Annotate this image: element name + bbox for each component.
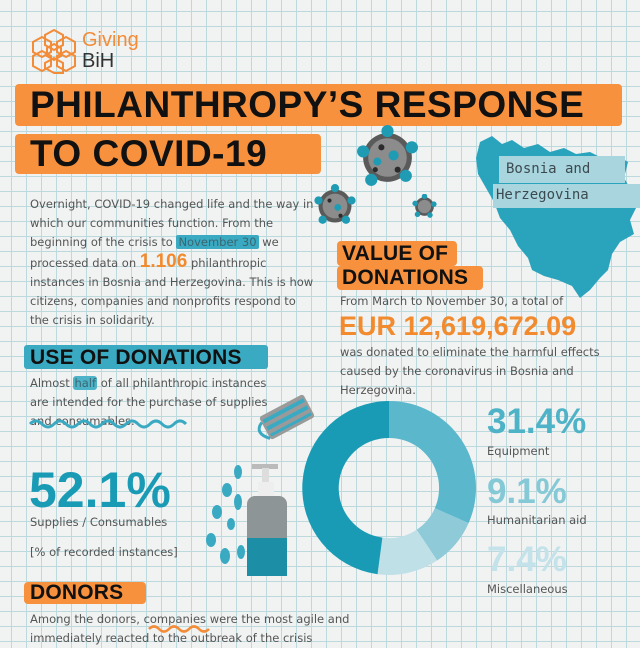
face-mask-icon: [257, 394, 315, 440]
donut-segment-equipment: [389, 401, 476, 524]
map-label-line1: Bosnia and: [506, 161, 591, 177]
donation-amount: EUR 12,619,672.09: [339, 311, 577, 341]
intro-paragraph: Overnight, COVID-19 changed life and the…: [30, 195, 315, 330]
intro-text-1: Overnight, COVID-19 changed life and the…: [30, 197, 314, 249]
page-title-line1: PHILANTHROPY’S RESPONSE: [30, 84, 585, 125]
miscellaneous-label: Miscellaneous: [487, 582, 568, 596]
giving-bih-logo-icon: [32, 28, 76, 74]
value-title-line2: DONATIONS: [342, 266, 469, 289]
miscellaneous-percentage: 7.4%: [487, 540, 567, 579]
value-lead: From March to November 30, a total of: [340, 294, 564, 308]
logo-wordmark: Giving BiH: [82, 30, 139, 72]
donors-title: DONORS: [30, 581, 124, 604]
humanitarian-percentage: 9.1%: [487, 472, 567, 511]
donut-segment-humanitarian: [416, 508, 469, 561]
supplies-percentage: 52.1%: [29, 462, 171, 518]
intro-text-2: we processed data on: [30, 235, 279, 270]
virus-icon: [412, 194, 437, 218]
highlight-date: November 30: [176, 235, 259, 249]
supplies-label: Supplies / Consumables: [30, 515, 168, 529]
logo-bih: BiH: [82, 50, 115, 72]
title-band-2: [15, 134, 321, 174]
donors-title-band: [24, 582, 146, 604]
title-band-1: [15, 84, 622, 126]
donut-segment-supplies: [302, 401, 389, 575]
donut-chart: [302, 401, 476, 575]
squiggle-underline-icon: [28, 419, 188, 429]
value-title-band-2: [337, 266, 483, 290]
use-title: USE OF DONATIONS: [30, 346, 242, 369]
donut-segment-miscellaneous: [377, 529, 438, 575]
highlight-companies: companies: [143, 612, 207, 626]
logo-giving: Giving: [82, 29, 139, 51]
page-title-line2: TO COVID-19: [30, 133, 268, 174]
use-title-band: [24, 345, 268, 369]
instances-count: 1.106: [139, 251, 188, 272]
virus-icon: [357, 125, 418, 186]
map-label-bg-2: [493, 184, 640, 208]
value-title-band-1: [337, 241, 457, 266]
equipment-percentage: 31.4%: [487, 402, 587, 441]
humanitarian-label: Humanitarian aid: [487, 513, 587, 527]
map-label-bg-1: [499, 156, 625, 183]
virus-icon: [314, 184, 356, 224]
intro-text-3: philanthropic instances in Bosnia and He…: [30, 256, 314, 327]
use-paragraph: Almost half of all philanthropic instanc…: [30, 374, 275, 431]
squiggle-underline-icon: [148, 625, 210, 633]
sanitizer-bottle-icon: [206, 464, 287, 576]
value-tail: was donated to eliminate the harmful eff…: [340, 345, 600, 397]
equipment-label: Equipment: [487, 444, 550, 458]
instances-note: [% of recorded instances]: [30, 545, 178, 559]
donors-text-1: Among the donors,: [30, 612, 144, 626]
highlight-half: half: [73, 376, 98, 390]
value-title-line1: VALUE OF: [342, 242, 449, 265]
use-text-2: of all philanthropic instances are inten…: [30, 376, 268, 428]
use-text-1: Almost: [30, 376, 74, 390]
map-label-line2: Herzegovina: [496, 187, 589, 203]
